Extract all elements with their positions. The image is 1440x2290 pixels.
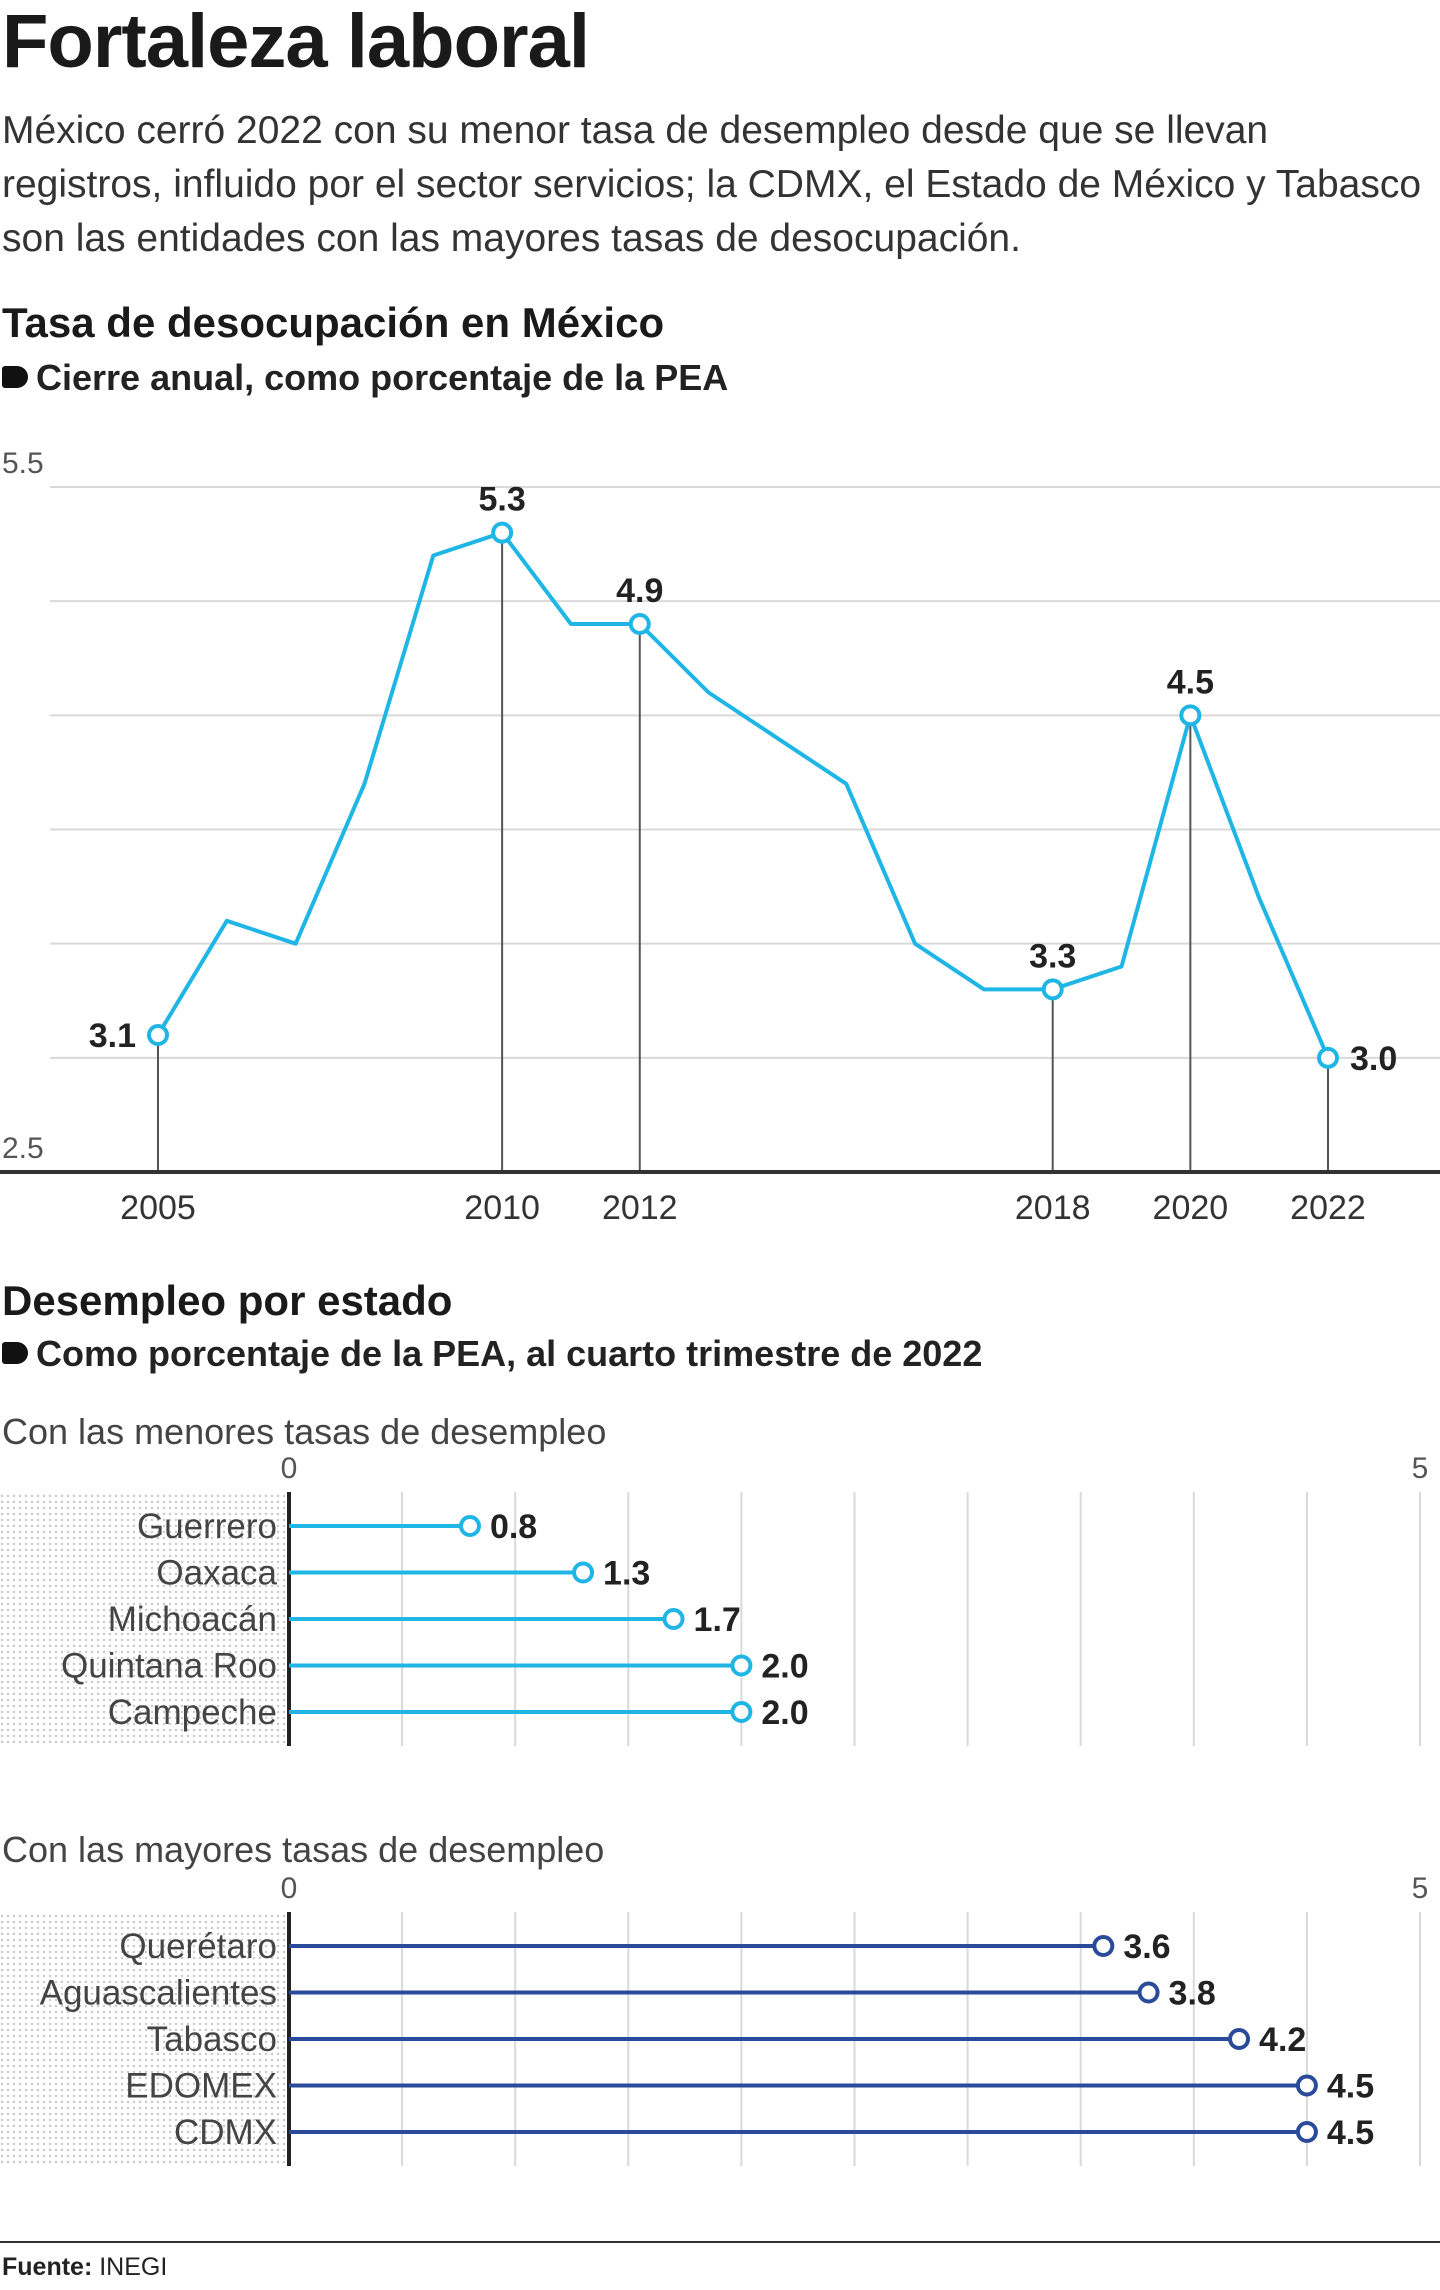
y-tick-label: 5.5 — [2, 447, 44, 480]
bar-section-title: Desempleo por estado — [2, 1277, 453, 1324]
value-label: 4.2 — [1259, 2021, 1306, 2059]
line-chart-title: Tasa de desocupación en México — [2, 299, 665, 346]
x-tick-label: 2005 — [120, 1189, 196, 1227]
tick-label: 0 — [281, 1872, 298, 1905]
bar-end-marker — [572, 1561, 595, 1584]
source-note: Fuente: INEGI — [2, 2252, 167, 2282]
value-label: 3.8 — [1169, 1975, 1216, 2013]
source-label: Fuente: — [2, 2253, 93, 2281]
low-group-label: Con las menores tasas de desempleo — [2, 1411, 607, 1452]
tick-label: 5 — [1412, 1452, 1429, 1485]
value-label: 3.6 — [1123, 1928, 1170, 1966]
data-label: 4.9 — [616, 572, 663, 610]
bar-end-marker — [1228, 2028, 1251, 2050]
series-line — [156, 530, 1330, 1059]
value-label: 2.0 — [761, 1648, 808, 1686]
data-label: 3.0 — [1350, 1040, 1397, 1078]
x-tick-label: 2020 — [1153, 1189, 1229, 1227]
value-label: 4.5 — [1327, 2068, 1374, 2106]
bar-end-marker — [458, 1515, 481, 1537]
category-label: Quintana Roo — [61, 1647, 277, 1686]
bar-section-subtitle: Como porcentaje de la PEA, al cuarto tri… — [2, 1332, 982, 1376]
x-tick-label: 2012 — [602, 1189, 678, 1227]
category-label: Oaxaca — [156, 1554, 277, 1593]
category-label: Guerrero — [137, 1507, 277, 1546]
label-background — [0, 1912, 289, 2166]
high-group-label: Con las mayores tasas de desempleo — [2, 1829, 605, 1870]
tick-label: 0 — [281, 1452, 298, 1485]
bullet-icon — [2, 1342, 28, 1364]
bar-end-marker — [730, 1654, 753, 1677]
low-unemployment-chart: 0 5 Guerrero 0.8 Oaxaca 1.3 Michoacán 1.7 Quinta… — [0, 1452, 1428, 1746]
category-label: Campeche — [108, 1693, 277, 1732]
category-label: Querétaro — [119, 1927, 277, 1966]
data-point — [147, 1024, 169, 1046]
source-divider — [0, 2241, 1440, 2243]
line-chart: 5.5 2.5 3.1 5.3 4.9 3.3 4.5 3.0 2005 2010 2012 2018… — [0, 447, 1440, 1227]
data-label: 5.3 — [478, 481, 525, 519]
bar-end-marker — [730, 1701, 753, 1723]
high-unemployment-chart: 0 5 Querétaro 3.6 Aguascalientes 3.8 Tabasco 4.… — [0, 1872, 1428, 2166]
category-label: CDMX — [174, 2113, 277, 2152]
value-label: 2.0 — [761, 1694, 808, 1732]
label-background — [0, 1492, 289, 1746]
x-tick-label: 2022 — [1290, 1189, 1366, 1227]
value-label: 1.3 — [603, 1555, 650, 1593]
bar-end-marker — [1295, 2074, 1318, 2097]
value-label: 1.7 — [694, 1601, 741, 1639]
data-point — [1041, 978, 1064, 1001]
bar-end-marker — [1137, 1981, 1160, 2004]
bar-section-subtitle-text: Como porcentaje de la PEA, al cuarto tri… — [36, 1333, 983, 1374]
x-tick-label: 2018 — [1015, 1189, 1091, 1227]
data-label: 3.1 — [89, 1017, 136, 1055]
bar-end-marker — [1092, 1935, 1115, 1957]
bar-end-marker — [662, 1608, 685, 1630]
value-label: 0.8 — [490, 1508, 537, 1546]
bar-end-marker — [1295, 2121, 1318, 2143]
category-label: Tabasco — [147, 2020, 277, 2059]
data-point — [1179, 704, 1202, 727]
data-label: 3.3 — [1029, 937, 1076, 975]
intro-text: México cerró 2022 con su menor tasa de d… — [2, 109, 1422, 260]
category-label: EDOMEX — [125, 2067, 277, 2106]
category-label: Aguascalientes — [40, 1974, 277, 2013]
source-value: INEGI — [99, 2253, 168, 2281]
page-title: Fortaleza laboral — [2, 0, 590, 84]
data-point — [628, 613, 651, 635]
tick-label: 5 — [1412, 1872, 1429, 1905]
data-label: 4.5 — [1167, 663, 1214, 701]
y-tick-label: 2.5 — [2, 1132, 44, 1165]
line-chart-subtitle-text: Cierre anual, como porcentaje de la PEA — [36, 357, 729, 398]
data-point — [491, 521, 514, 544]
data-point — [1317, 1046, 1339, 1069]
category-label: Michoacán — [108, 1600, 277, 1639]
bullet-icon — [2, 366, 28, 388]
x-tick-label: 2010 — [464, 1189, 540, 1227]
line-chart-subtitle: Cierre anual, como porcentaje de la PEA — [2, 356, 728, 400]
value-label: 4.5 — [1327, 2114, 1374, 2152]
